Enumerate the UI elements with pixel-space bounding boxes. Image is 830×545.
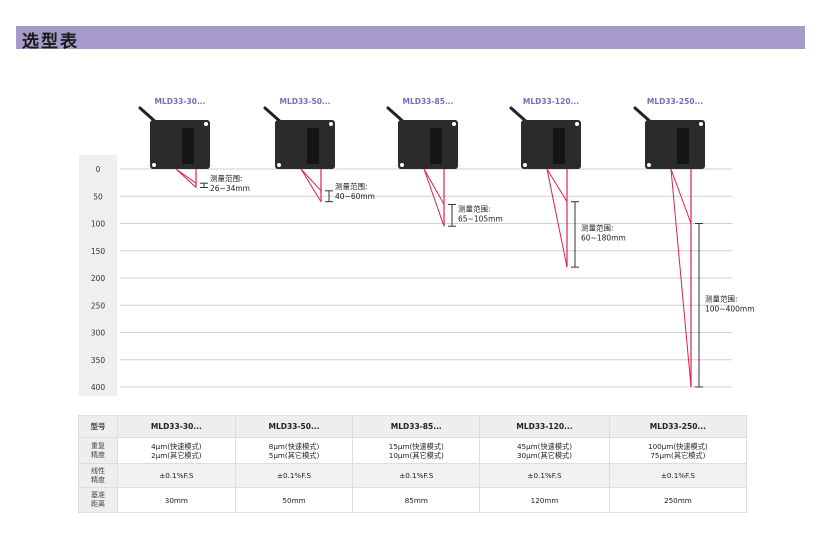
range-value: 40~60mm — [335, 192, 375, 201]
sensor-model-label: MLD33-30... — [154, 97, 205, 106]
sensor-screw — [277, 163, 281, 167]
cell-model: MLD33-120... — [479, 415, 610, 438]
sensor-body — [150, 120, 210, 169]
sensor-body — [521, 120, 581, 169]
laser-beam-near — [670, 168, 692, 224]
cell-model: MLD33-30... — [117, 415, 236, 438]
sensor-model-label: MLD33-120... — [523, 97, 579, 106]
range-diagram: 0 50 100 150 200 250 300 350 400 MLD33-30... 测量范围:… — [91, 97, 755, 392]
axis-column — [79, 155, 117, 396]
sensor-window — [677, 128, 689, 164]
repeat-other: 30μm(其它模式) — [516, 450, 573, 460]
repeat-fast: 8μm(快速模式) — [268, 441, 320, 451]
repeat-other: 2μm(其它模式) — [151, 450, 202, 460]
range-label: 测量范围: — [210, 173, 243, 183]
range-value: 100~400mm — [705, 304, 755, 313]
cell-model: MLD33-50... — [234, 415, 354, 438]
laser-beam-far — [670, 168, 692, 388]
repeat-fast: 45μm(快速模式) — [516, 441, 573, 451]
sensor-model-label: MLD33-50... — [279, 97, 330, 106]
range-label: 测量范围: — [581, 222, 614, 232]
sensor-screw — [400, 163, 404, 167]
range-label: 测量范围: — [335, 181, 368, 191]
laser-beam-far — [300, 168, 322, 202]
axis-tick-label: 50 — [93, 192, 103, 201]
laser-beam-near — [175, 168, 197, 184]
sensor-screw — [152, 163, 156, 167]
cell-repeat: 8μm(快速模式) 5μm(其它模式) — [234, 437, 354, 464]
title-bar: 选型表 — [16, 26, 805, 52]
sensor-window — [553, 128, 565, 164]
axis-tick-label: 250 — [91, 301, 106, 310]
cell-repeat: 100μm(快速模式) 75μm(其它模式) — [608, 437, 748, 464]
range-value: 60~180mm — [581, 233, 626, 242]
row-header: 重复 精度 — [78, 437, 118, 464]
cell-ref: 30mm — [117, 487, 236, 513]
cell-repeat: 15μm(快速模式) 10μm(其它模式) — [352, 437, 481, 464]
sensor-window — [307, 128, 319, 164]
repeat-fast: 4μm(快速模式) — [151, 441, 202, 451]
laser-beam-near — [300, 168, 322, 192]
axis-tick-label: 400 — [91, 383, 106, 392]
sensor-screw — [523, 163, 527, 167]
cell-model: MLD33-250... — [608, 415, 748, 438]
axis-tick-label: 150 — [91, 247, 106, 256]
row-header: 线性 精度 — [78, 463, 118, 488]
sensor-body — [645, 120, 705, 169]
table-row-model: 型号 MLD33-30... MLD33-50... MLD33-85... M… — [78, 415, 748, 438]
selection-table: 型号 MLD33-30... MLD33-50... MLD33-85... M… — [78, 415, 748, 513]
cell-linear: ±0.1%F.S — [117, 463, 236, 488]
sensor-screw — [204, 122, 208, 126]
repeat-other: 75μm(其它模式) — [650, 450, 706, 460]
cell-ref: 85mm — [352, 487, 481, 513]
cell-ref: 120mm — [479, 487, 610, 513]
sensor-body — [398, 120, 458, 169]
cell-repeat: 4μm(快速模式) 2μm(其它模式) — [117, 437, 236, 464]
sensor-screw — [575, 122, 579, 126]
table-row-linearity: 线性 精度 ±0.1%F.S ±0.1%F.S ±0.1%F.S ±0.1%F.… — [78, 463, 748, 488]
range-value: 65~105mm — [458, 214, 503, 223]
repeat-other: 10μm(其它模式) — [388, 450, 444, 460]
sensor-model-label: MLD33-85... — [402, 97, 453, 106]
sensor-window — [182, 128, 194, 164]
sensor-screw — [452, 122, 456, 126]
cell-linear: ±0.1%F.S — [234, 463, 354, 488]
axis-tick-label: 300 — [91, 329, 106, 338]
cell-linear: ±0.1%F.S — [352, 463, 481, 488]
laser-beam-far — [546, 168, 568, 268]
cell-linear: ±0.1%F.S — [608, 463, 748, 488]
axis-tick-label: 0 — [96, 165, 101, 174]
laser-beam-near — [546, 168, 568, 202]
sensor-screw — [699, 122, 703, 126]
cell-repeat: 45μm(快速模式) 30μm(其它模式) — [479, 437, 610, 464]
row-header: 型号 — [78, 415, 118, 438]
cell-model: MLD33-85... — [352, 415, 481, 438]
cell-ref: 250mm — [608, 487, 748, 513]
cell-ref: 50mm — [234, 487, 354, 513]
row-header: 基准 距离 — [78, 487, 118, 513]
table-row-repeatability: 重复 精度 4μm(快速模式) 2μm(其它模式) 8μm(快速模式) 5μm(其它… — [78, 437, 748, 464]
repeat-other: 5μm(其它模式) — [268, 450, 320, 460]
sensor-screw — [647, 163, 651, 167]
sensor-body — [275, 120, 335, 169]
laser-beam-near — [423, 168, 445, 205]
axis-tick-label: 350 — [91, 356, 106, 365]
repeat-fast: 15μm(快速模式) — [388, 441, 444, 451]
axis-tick-label: 100 — [91, 220, 106, 229]
sensor-window — [430, 128, 442, 164]
table-row-reference: 基准 距离 30mm 50mm 85mm 120mm 250mm — [78, 487, 748, 513]
laser-beam-far — [423, 168, 445, 227]
range-label: 测量范围: — [458, 203, 491, 213]
sensor-screw — [329, 122, 333, 126]
sensor-model-label: MLD33-250... — [647, 97, 703, 106]
range-value: 26~34mm — [210, 184, 250, 193]
laser-beam-far — [175, 168, 197, 188]
page-title: 选型表 — [22, 32, 79, 52]
repeat-fast: 100μm(快速模式) — [648, 441, 708, 451]
axis-tick-label: 200 — [91, 274, 106, 283]
range-label: 测量范围: — [705, 293, 738, 303]
cell-linear: ±0.1%F.S — [479, 463, 610, 488]
